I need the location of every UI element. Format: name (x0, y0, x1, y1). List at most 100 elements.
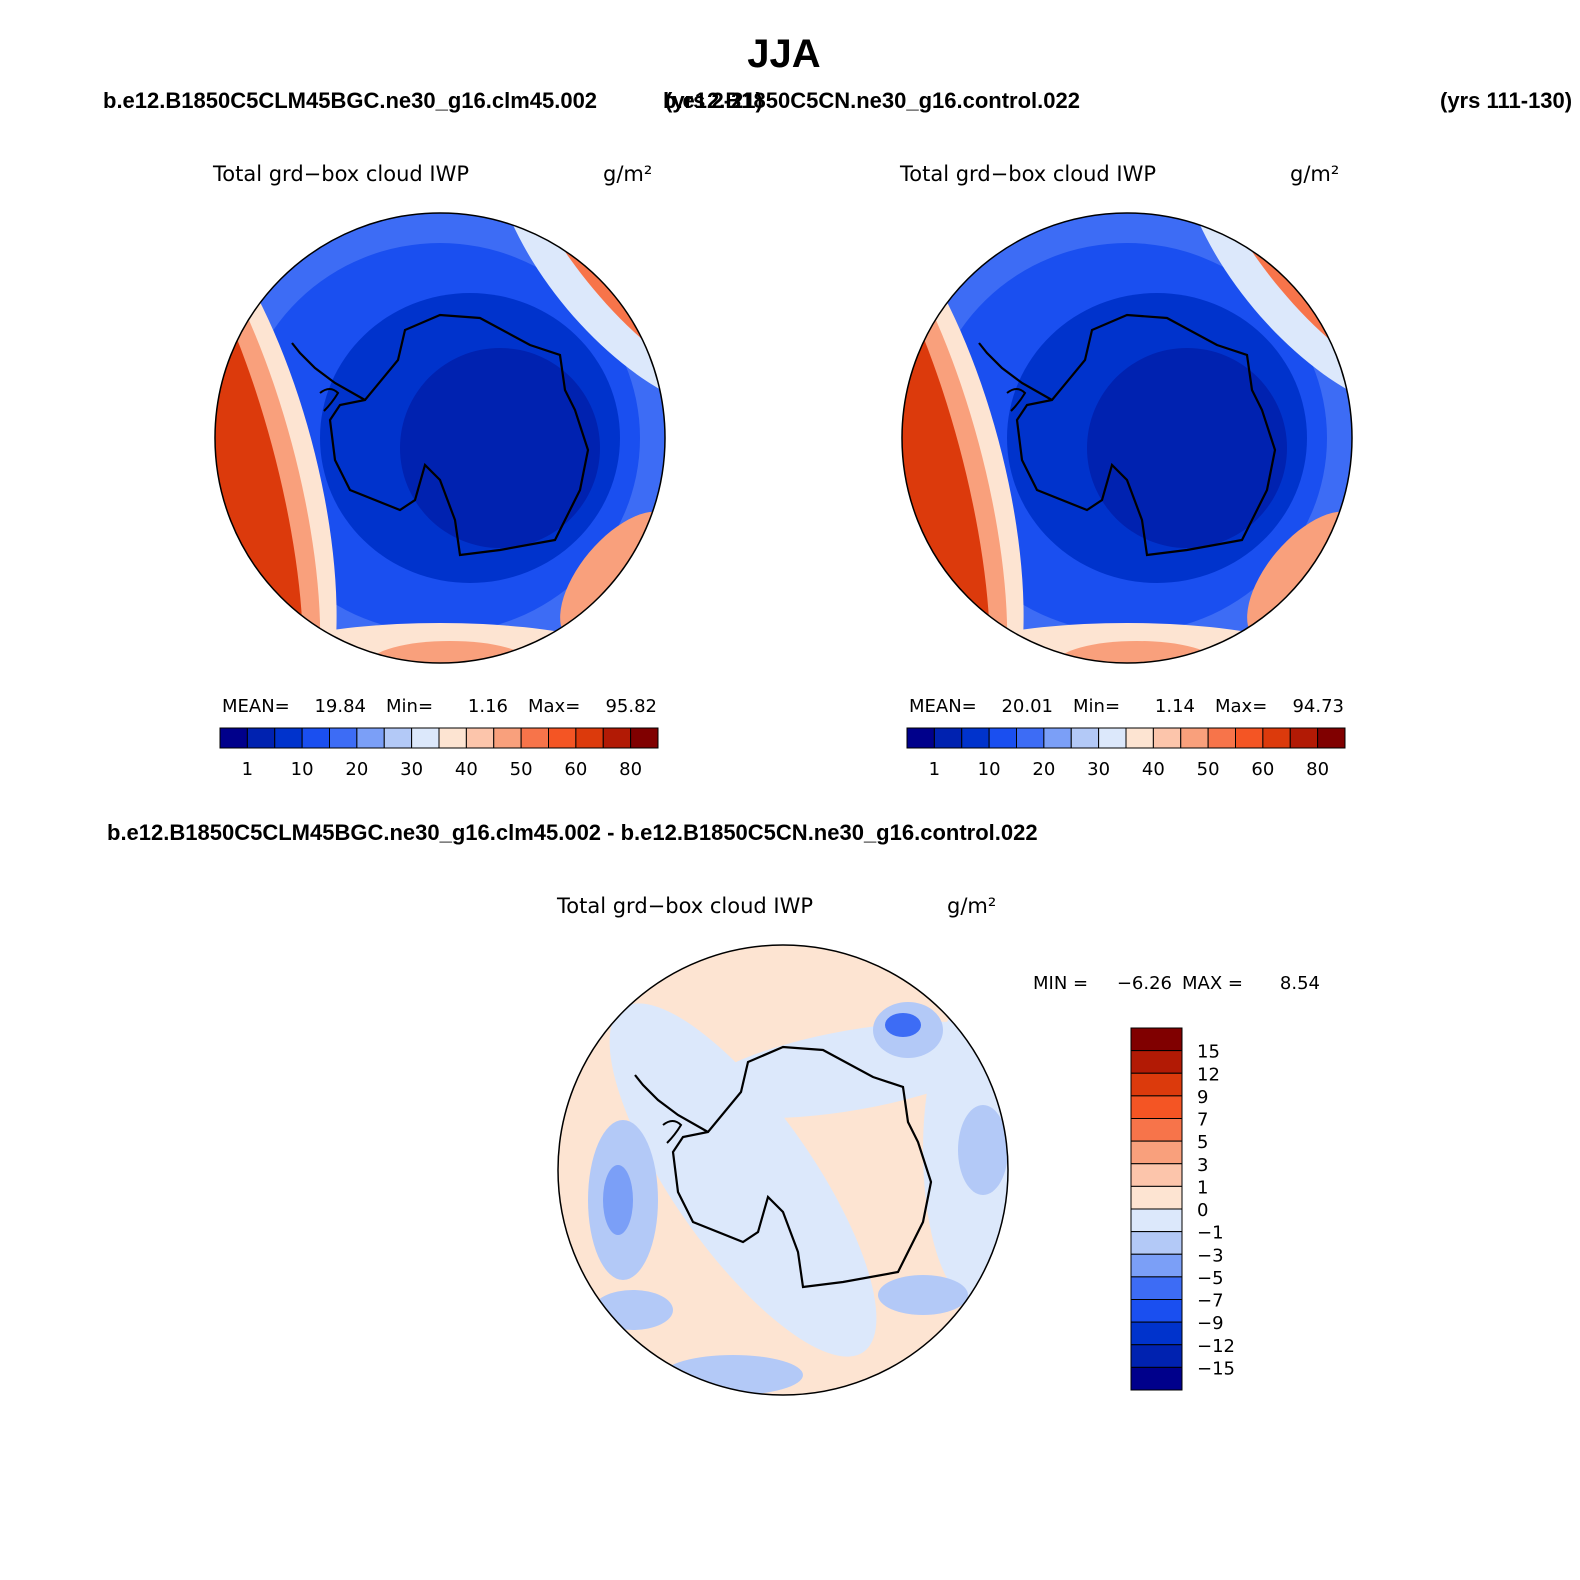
stat-value: 19.84 (314, 696, 366, 717)
colorbar-label: 20 (345, 759, 368, 780)
colorbar-box (1130, 1050, 1183, 1074)
map-border (214, 212, 666, 664)
stat-value: 95.82 (605, 696, 657, 717)
colorbar-box (1130, 1276, 1183, 1300)
colorbar-label: 1 (929, 759, 940, 780)
case-name: b.e12.B1850C5CN.ne30_g16.control.022 (663, 88, 1080, 113)
colorbar-box (246, 727, 276, 749)
colorbar-box (575, 727, 604, 749)
case-years: (yrs 2-21) (665, 88, 763, 113)
colorbar-box (438, 727, 467, 749)
figure-title: JJA (747, 32, 820, 76)
units: g/m² (603, 162, 652, 186)
colorbar-box (1130, 1095, 1183, 1119)
colorbar-label: 50 (1197, 759, 1220, 780)
map-panel (901, 212, 1353, 664)
colorbar-box (301, 727, 330, 749)
colorbar-box (906, 727, 935, 749)
colorbar-label: 40 (455, 759, 478, 780)
colorbar-label: 1 (1197, 1177, 1208, 1198)
colorbar-box (1130, 1208, 1183, 1233)
colorbar-label: −7 (1197, 1291, 1224, 1312)
units: g/m² (1290, 162, 1339, 186)
colorbar-label: 3 (1197, 1155, 1208, 1176)
colorbar-box (1130, 1140, 1183, 1165)
colorbar-box (1130, 1321, 1183, 1346)
colorbar-box (356, 727, 385, 749)
case-years: (yrs 111-130) (1440, 88, 1572, 113)
colorbar-box (1180, 727, 1209, 749)
colorbar-box (520, 727, 549, 749)
stat-value: 1.16 (468, 696, 508, 717)
stat-label: Min= (1073, 696, 1120, 717)
colorbar-label: 5 (1197, 1132, 1208, 1153)
colorbar-box (1130, 1231, 1183, 1255)
stat-value: −6.26 (1117, 973, 1172, 994)
colorbar-label: 50 (510, 759, 533, 780)
colorbar-box (1207, 727, 1236, 749)
colorbar-box (1130, 1366, 1183, 1391)
colorbar-label: −5 (1197, 1268, 1224, 1289)
colorbar-label: 80 (1306, 759, 1329, 780)
stat-label: MEAN= (222, 696, 290, 717)
map-border (557, 944, 1009, 1396)
stat-value: 94.73 (1292, 696, 1344, 717)
colorbar-label: −1 (1197, 1223, 1224, 1244)
colorbar-box (493, 727, 522, 749)
colorbar-label: 10 (978, 759, 1001, 780)
colorbar-box (1130, 1253, 1183, 1278)
colorbar-box (602, 727, 632, 749)
colorbar-label: 60 (1251, 759, 1274, 780)
colorbar-label: −9 (1197, 1313, 1224, 1334)
map-border (901, 212, 1353, 664)
stat-label: MAX = (1182, 973, 1243, 994)
colorbar-box (219, 727, 248, 749)
colorbar-box (1130, 1344, 1183, 1368)
colorbar-box (383, 727, 413, 749)
colorbar-box (1235, 727, 1264, 749)
map-field (21, 28, 852, 787)
variable-name: Total grd−box cloud IWP (899, 162, 1156, 186)
stat-label: Max= (528, 696, 580, 717)
colorbar-box (274, 727, 303, 749)
variable-name: Total grd−box cloud IWP (212, 162, 469, 186)
colorbar-box (1130, 1163, 1183, 1187)
colorbar-box (1130, 1299, 1183, 1323)
colorbar-box (1317, 727, 1346, 749)
map-field (708, 28, 1539, 787)
colorbar-label: 7 (1197, 1110, 1208, 1131)
units: g/m² (947, 894, 996, 918)
colorbar-label: 80 (619, 759, 642, 780)
stat-value: 20.01 (1001, 696, 1053, 717)
colorbar-box (465, 727, 495, 749)
colorbar-label: 40 (1142, 759, 1165, 780)
colorbar-label: 30 (1087, 759, 1110, 780)
colorbar-box (1098, 727, 1127, 749)
colorbar-box (1262, 727, 1291, 749)
colorbar-label: 0 (1197, 1200, 1208, 1221)
colorbar-label: 30 (400, 759, 423, 780)
colorbar-box (1152, 727, 1182, 749)
map-panel (708, 28, 1539, 787)
map-panel (553, 940, 1023, 1400)
colorbar-label: 15 (1197, 1042, 1220, 1063)
stat-value: 8.54 (1280, 973, 1320, 994)
colorbar-label: 20 (1032, 759, 1055, 780)
stat-label: MIN = (1033, 973, 1088, 994)
stat-label: Min= (386, 696, 433, 717)
colorbar-box (1130, 1185, 1183, 1210)
colorbar-box (329, 727, 358, 749)
colorbar-label: 12 (1197, 1064, 1220, 1085)
colorbar-box (1016, 727, 1045, 749)
colorbar-label: −15 (1197, 1358, 1235, 1379)
map-field (553, 940, 1023, 1400)
map-panel (21, 28, 852, 787)
colorbar-box (630, 727, 659, 749)
colorbar-label: −3 (1197, 1245, 1224, 1266)
difference-title: b.e12.B1850C5CLM45BGC.ne30_g16.clm45.002… (107, 820, 1038, 845)
variable-name: Total grd−box cloud IWP (556, 894, 813, 918)
colorbar-box (1125, 727, 1154, 749)
colorbar-box (933, 727, 963, 749)
colorbar-box (548, 727, 577, 749)
